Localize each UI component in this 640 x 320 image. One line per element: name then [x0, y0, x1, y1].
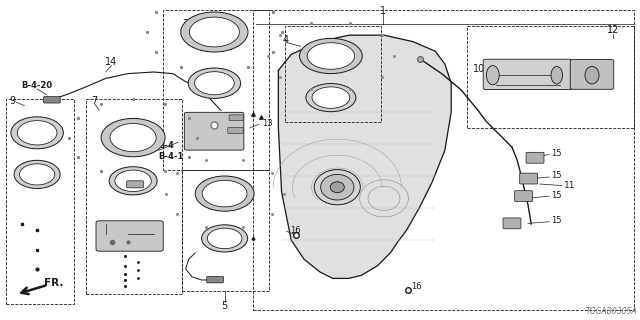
Ellipse shape	[11, 117, 63, 149]
Text: 13: 13	[145, 173, 156, 182]
FancyBboxPatch shape	[184, 112, 244, 150]
Ellipse shape	[195, 176, 254, 211]
FancyBboxPatch shape	[483, 59, 573, 90]
Ellipse shape	[181, 12, 248, 52]
FancyBboxPatch shape	[503, 218, 521, 229]
Ellipse shape	[314, 170, 360, 205]
FancyBboxPatch shape	[207, 276, 223, 283]
Ellipse shape	[330, 182, 344, 193]
Ellipse shape	[109, 167, 157, 195]
Ellipse shape	[188, 68, 241, 98]
Text: 11: 11	[564, 181, 575, 190]
Bar	[253, 10, 634, 310]
Ellipse shape	[17, 121, 57, 145]
Text: 15: 15	[552, 172, 562, 180]
Ellipse shape	[585, 66, 599, 84]
Ellipse shape	[207, 228, 242, 249]
Ellipse shape	[195, 72, 234, 95]
Text: 10: 10	[472, 64, 485, 74]
Ellipse shape	[101, 118, 165, 157]
Bar	[182, 170, 269, 291]
Text: 16: 16	[411, 282, 421, 291]
Ellipse shape	[300, 38, 362, 74]
Ellipse shape	[20, 164, 55, 185]
Text: 15: 15	[552, 191, 562, 200]
Text: 16: 16	[291, 226, 301, 235]
Ellipse shape	[189, 17, 239, 47]
Ellipse shape	[306, 84, 356, 112]
FancyBboxPatch shape	[44, 97, 60, 103]
Text: 3: 3	[182, 19, 189, 29]
Bar	[467, 26, 634, 128]
Text: 4: 4	[283, 35, 289, 45]
Bar	[6, 99, 74, 304]
Ellipse shape	[551, 66, 563, 84]
FancyBboxPatch shape	[570, 60, 614, 89]
Ellipse shape	[321, 174, 354, 200]
Text: 7: 7	[92, 96, 98, 106]
Text: B-4-1: B-4-1	[159, 152, 184, 161]
FancyBboxPatch shape	[526, 152, 544, 163]
Ellipse shape	[307, 43, 355, 69]
Text: 14: 14	[105, 57, 118, 68]
Text: 15: 15	[552, 216, 562, 225]
Text: 1: 1	[380, 6, 386, 16]
Ellipse shape	[14, 160, 60, 188]
Ellipse shape	[486, 66, 499, 85]
Text: 15: 15	[552, 149, 562, 158]
Text: 9: 9	[10, 96, 16, 106]
Text: 12: 12	[607, 25, 620, 36]
Bar	[163, 10, 269, 170]
Text: TGGAB0305A: TGGAB0305A	[585, 307, 637, 316]
Text: 13: 13	[262, 119, 273, 128]
Polygon shape	[278, 35, 451, 278]
Ellipse shape	[110, 124, 156, 152]
Ellipse shape	[312, 87, 349, 108]
FancyBboxPatch shape	[229, 115, 243, 121]
Text: 5: 5	[221, 300, 228, 311]
FancyBboxPatch shape	[520, 173, 538, 184]
Text: B-4: B-4	[159, 141, 175, 150]
Text: FR.: FR.	[44, 277, 63, 288]
Bar	[285, 26, 381, 122]
Ellipse shape	[202, 180, 247, 207]
FancyBboxPatch shape	[127, 181, 143, 188]
Text: B-4-20: B-4-20	[22, 81, 52, 90]
FancyBboxPatch shape	[228, 127, 243, 133]
FancyBboxPatch shape	[515, 191, 532, 202]
FancyBboxPatch shape	[96, 221, 163, 251]
Bar	[86, 99, 182, 294]
Ellipse shape	[115, 170, 152, 191]
Ellipse shape	[202, 225, 248, 252]
